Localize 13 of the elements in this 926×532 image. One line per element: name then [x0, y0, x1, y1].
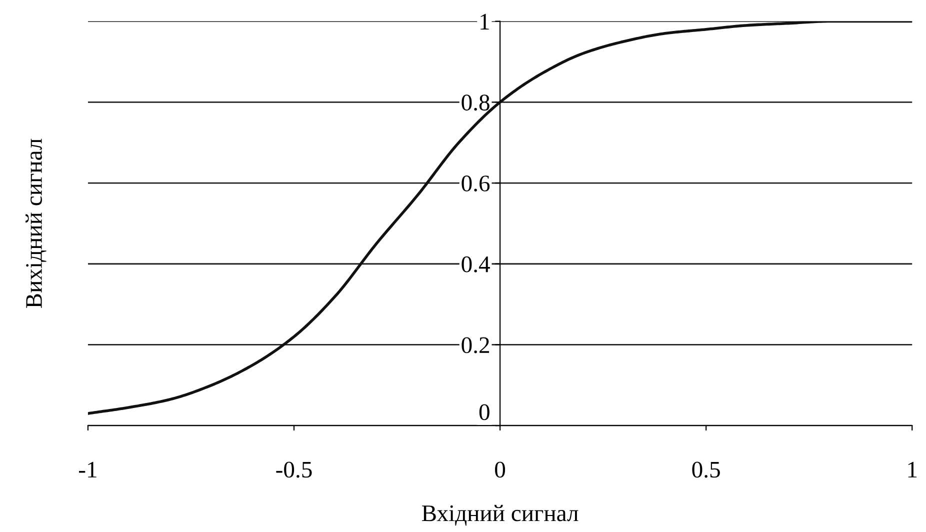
x-axis-title: Вхідний сигнал: [422, 504, 578, 526]
x-tick-label: -0.5: [276, 462, 312, 478]
x-tick-label: 0: [495, 462, 506, 478]
y-tick-label: 0: [479, 404, 490, 420]
x-tick-label: 1: [908, 462, 917, 478]
x-tick-label: 0.5: [692, 462, 720, 478]
y-tick-label: 1: [480, 14, 489, 30]
y-tick-label: 0.8: [462, 94, 490, 111]
y-tick-label: 0.2: [462, 337, 490, 354]
x-tick-label: -1: [79, 462, 96, 478]
y-tick-label: 0.6: [462, 176, 490, 192]
y-axis-title: Вихідний сигнал: [26, 138, 46, 308]
y-tick-label: 0.4: [462, 256, 490, 272]
